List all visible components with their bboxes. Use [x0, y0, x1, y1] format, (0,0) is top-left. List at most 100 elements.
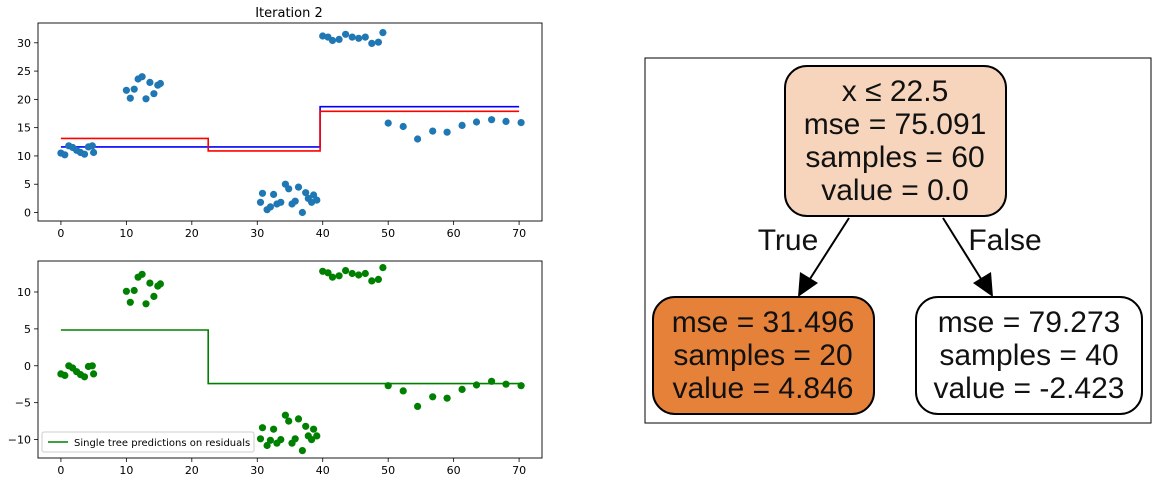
y-tick-label: 0	[24, 360, 31, 373]
data-point	[384, 382, 392, 390]
data-point	[88, 362, 96, 370]
x-tick-label: 60	[447, 227, 461, 240]
data-point	[368, 277, 376, 285]
step-line-1	[60, 105, 520, 148]
data-point	[368, 39, 376, 48]
x-tick-label: 70	[512, 227, 526, 240]
data-point	[328, 36, 337, 45]
x-tick-label: 20	[185, 464, 199, 477]
data-point	[374, 38, 382, 46]
data-point	[502, 380, 510, 388]
data-point	[142, 300, 150, 308]
data-point	[138, 270, 146, 278]
data-point	[348, 269, 356, 278]
plot-frame	[37, 260, 543, 459]
data-point	[277, 198, 285, 206]
data-point	[472, 381, 481, 389]
data-point	[80, 150, 89, 158]
data-point	[146, 78, 154, 86]
data-point	[270, 190, 278, 198]
right-leaf-samples: samples = 40	[939, 339, 1118, 372]
data-point	[130, 286, 138, 295]
data-point	[277, 436, 285, 444]
data-point	[399, 387, 407, 395]
data-point	[488, 116, 496, 124]
edge-false-label: False	[968, 224, 1041, 257]
y-tick-label: 15	[17, 122, 31, 135]
data-point	[256, 435, 265, 443]
y-tick-label: 20	[17, 93, 31, 106]
y-tick-label: 0	[24, 207, 31, 220]
x-tick-label: 0	[57, 227, 64, 240]
root-node-samples: samples = 60	[805, 141, 984, 174]
data-point	[88, 142, 96, 150]
data-point	[298, 447, 306, 455]
left-leaf-node	[652, 296, 875, 415]
root-node-split: x ≤ 22.5	[842, 75, 949, 108]
data-point	[379, 264, 387, 272]
right-leaf-node	[915, 296, 1143, 415]
data-point	[342, 267, 350, 275]
data-point	[374, 275, 382, 283]
data-point	[458, 121, 466, 129]
data-point	[335, 272, 343, 280]
data-point	[308, 436, 316, 444]
data-point	[122, 86, 130, 94]
data-point	[142, 95, 150, 103]
data-point	[335, 35, 343, 44]
data-point	[361, 33, 369, 41]
data-point	[150, 90, 158, 98]
data-point	[355, 271, 363, 279]
data-point	[270, 425, 278, 433]
data-point	[80, 373, 89, 381]
data-point	[429, 393, 437, 401]
bottom-subplot: 0 10 20 30 40 50 60 70 −10 −5 0 5 10 Single tree pred…	[8, 260, 543, 477]
step-line-1	[60, 329, 520, 385]
y-tick-label: 10	[17, 286, 31, 299]
x-tick-label: 70	[512, 464, 526, 477]
right-leaf-mse: mse = 79.273	[938, 306, 1121, 339]
data-point	[156, 280, 164, 288]
data-point	[61, 151, 69, 159]
data-point	[324, 269, 332, 277]
decision-tree-panel: True False x ≤ 22.5 mse = 75.091 samples…	[644, 57, 1152, 424]
edge-true-arrowhead	[798, 272, 818, 297]
data-point	[361, 269, 369, 278]
data-point	[310, 425, 318, 433]
y-tick-label: −5	[15, 397, 31, 410]
data-point	[126, 94, 134, 102]
data-point	[258, 424, 267, 432]
data-point	[298, 208, 306, 217]
data-point	[517, 382, 525, 390]
edge-false-arrowhead	[973, 272, 993, 297]
data-point	[517, 119, 525, 127]
data-point	[90, 370, 98, 378]
data-point	[90, 148, 98, 157]
left-leaf-value: value = 4.846	[673, 372, 854, 405]
data-point	[313, 196, 321, 204]
data-point	[472, 118, 481, 126]
data-point	[348, 33, 356, 41]
x-tick-label: 40	[316, 227, 330, 240]
data-point	[342, 30, 350, 38]
edge-false-line	[942, 217, 984, 283]
data-point	[266, 436, 274, 444]
top-subplot: Iteration 2 0 10 20 30 40 50 60 70 0 5 10 15 20 25 30	[17, 6, 543, 240]
x-tick-label: 30	[250, 227, 264, 240]
left-leaf-mse: mse = 31.496	[672, 306, 855, 339]
data-point	[285, 185, 293, 193]
root-node-mse: mse = 75.091	[804, 108, 987, 141]
data-point	[414, 402, 422, 410]
data-point	[258, 189, 267, 197]
data-point	[384, 119, 392, 127]
data-point	[399, 122, 407, 131]
data-point	[313, 432, 321, 440]
data-point	[328, 273, 337, 281]
data-point	[488, 377, 496, 385]
data-point	[379, 28, 387, 37]
step-line-2	[60, 110, 520, 152]
data-point	[291, 197, 299, 205]
data-point	[291, 435, 299, 443]
data-point	[302, 422, 310, 430]
